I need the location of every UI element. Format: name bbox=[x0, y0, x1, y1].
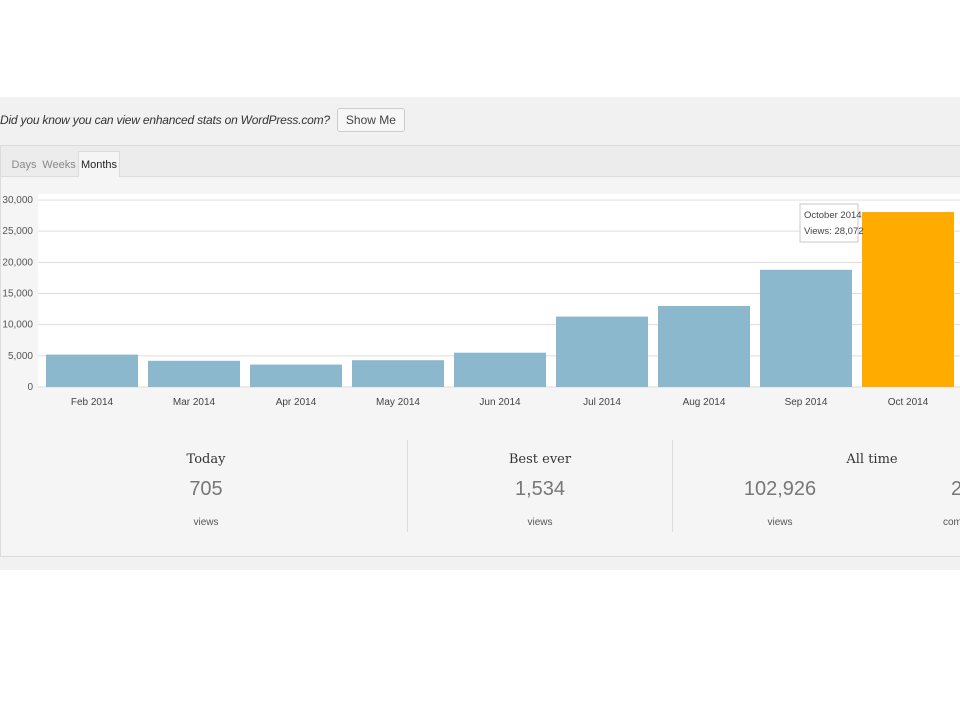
bar bbox=[352, 360, 444, 387]
stats-screen: Did you know you can view enhanced stats… bbox=[0, 97, 960, 570]
views-bar-chart: 0 5,000 10,000 15,000 20,000 25,000 30,000 Feb … bbox=[2, 194, 960, 408]
bar bbox=[454, 352, 546, 387]
bar bbox=[760, 269, 852, 387]
y-tick-label: 15,000 bbox=[2, 289, 33, 300]
bar bbox=[556, 316, 648, 387]
stat-unit: com bbox=[943, 517, 960, 528]
y-tick-label: 10,000 bbox=[2, 320, 33, 331]
stat-value: 705 bbox=[189, 478, 223, 500]
notice-text: Did you know you can view enhanced stats… bbox=[0, 113, 330, 127]
show-me-button[interactable]: Show Me bbox=[336, 108, 405, 132]
x-tick-label: Feb 2014 bbox=[71, 397, 114, 408]
x-tick-label: Aug 2014 bbox=[683, 397, 726, 408]
x-tick-label: May 2014 bbox=[376, 397, 420, 408]
x-tick-label: Apr 2014 bbox=[276, 397, 317, 408]
bar bbox=[148, 360, 240, 387]
y-tick-label: 0 bbox=[27, 382, 33, 393]
bar bbox=[862, 212, 954, 387]
stat-value: 102,926 bbox=[743, 478, 817, 500]
tab-days[interactable]: Days bbox=[11, 158, 37, 171]
bar bbox=[46, 354, 138, 387]
stat-value: 2 bbox=[951, 478, 960, 500]
enhanced-stats-notice: Did you know you can view enhanced stats… bbox=[0, 108, 405, 132]
stat-label: Today bbox=[186, 452, 226, 467]
stat-label: Best ever bbox=[508, 452, 572, 467]
y-tick-label: 30,000 bbox=[2, 195, 33, 206]
y-tick-label: 25,000 bbox=[2, 226, 33, 237]
y-tick-label: 20,000 bbox=[2, 257, 33, 268]
summary-stats: Today 705 views Best ever 1,534 views Al… bbox=[0, 440, 960, 540]
x-tick-label: Mar 2014 bbox=[173, 397, 216, 408]
bar bbox=[250, 364, 342, 387]
stat-unit: views bbox=[767, 517, 793, 528]
x-tick-label: Jun 2014 bbox=[479, 397, 521, 408]
stat-divider bbox=[672, 440, 673, 532]
period-tabs: Days Weeks Months bbox=[1, 146, 960, 177]
tab-weeks[interactable]: Weeks bbox=[42, 158, 76, 171]
x-tick-label: Jul 2014 bbox=[583, 397, 621, 408]
stat-divider bbox=[407, 440, 408, 532]
stat-unit: views bbox=[527, 517, 553, 528]
tab-months[interactable]: Months bbox=[78, 151, 120, 177]
tooltip-title: October 2014 bbox=[804, 210, 862, 221]
tooltip-box bbox=[799, 203, 859, 243]
stat-label: All time bbox=[846, 452, 898, 467]
tooltip-text: Views: 28,072 bbox=[804, 226, 864, 237]
x-tick-label: Oct 2014 bbox=[888, 397, 929, 408]
y-tick-label: 5,000 bbox=[8, 351, 33, 362]
x-tick-label: Sep 2014 bbox=[785, 397, 828, 408]
bar bbox=[658, 305, 750, 387]
stat-unit: views bbox=[193, 517, 219, 528]
stat-value: 1,534 bbox=[514, 478, 566, 500]
